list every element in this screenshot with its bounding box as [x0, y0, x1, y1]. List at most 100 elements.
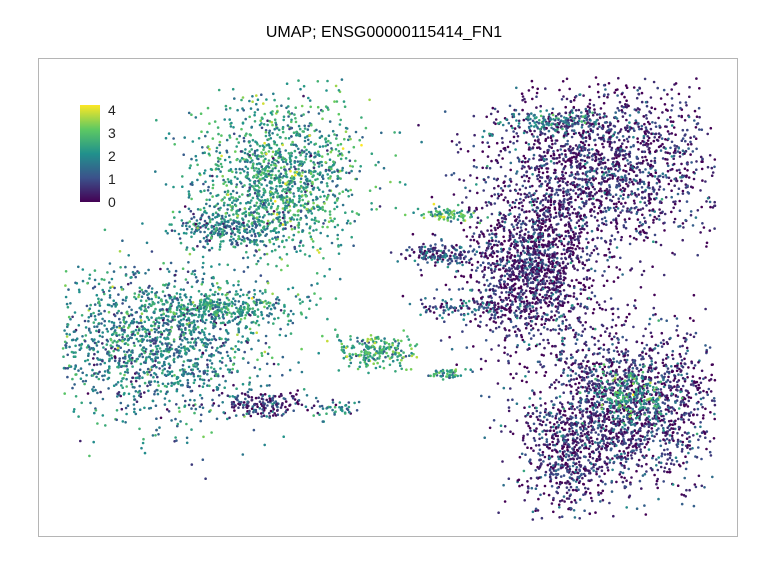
- scatter-point: [345, 407, 349, 411]
- scatter-point: [228, 118, 231, 121]
- scatter-point: [203, 310, 206, 313]
- scatter-point: [216, 233, 220, 237]
- scatter-point: [648, 213, 652, 217]
- scatter-point: [175, 389, 179, 393]
- scatter-point: [302, 388, 306, 391]
- scatter-point: [358, 342, 361, 345]
- scatter-point: [205, 211, 208, 215]
- scatter-point: [73, 408, 76, 411]
- scatter-point: [352, 145, 356, 149]
- scatter-point: [147, 318, 151, 322]
- scatter-point: [67, 315, 71, 319]
- chart-title: UMAP; ENSG00000115414_FN1: [265, 24, 503, 41]
- scatter-point: [290, 135, 293, 138]
- scatter-point: [326, 234, 329, 238]
- scatter-point: [181, 307, 185, 311]
- scatter-point: [275, 238, 278, 241]
- scatter-point: [226, 354, 230, 358]
- scatter-point: [504, 174, 507, 178]
- scatter-point: [201, 277, 205, 281]
- scatter-point: [139, 321, 143, 325]
- scatter-point: [398, 361, 402, 365]
- scatter-point: [268, 397, 272, 400]
- scatter-point: [163, 384, 167, 388]
- scatter-point: [253, 293, 257, 296]
- scatter-point: [265, 398, 268, 402]
- scatter-point: [262, 145, 266, 149]
- scatter-point: [256, 405, 259, 409]
- scatter-point: [202, 261, 205, 265]
- scatter-point: [203, 189, 206, 192]
- scatter-point: [400, 358, 403, 362]
- scatter-point: [215, 417, 219, 421]
- scatter-point: [190, 231, 193, 234]
- scatter-point: [186, 308, 189, 311]
- scatter-point: [154, 356, 158, 359]
- scatter-point: [217, 223, 220, 227]
- scatter-point: [253, 191, 257, 195]
- scatter-point: [218, 359, 222, 363]
- scatter-point: [433, 213, 437, 216]
- scatter-point: [181, 224, 184, 227]
- scatter-point: [237, 315, 240, 319]
- scatter-point: [206, 373, 209, 376]
- scatter-point: [309, 105, 313, 109]
- scatter-point: [204, 134, 207, 138]
- scatter-point: [351, 353, 355, 356]
- scatter-point: [286, 323, 290, 326]
- scatter-point: [432, 311, 436, 314]
- scatter-point: [179, 343, 183, 346]
- scatter-point: [564, 171, 568, 175]
- scatter-point: [134, 297, 138, 301]
- scatter-point: [168, 306, 172, 310]
- scatter-point: [531, 173, 534, 176]
- scatter-point: [328, 267, 332, 271]
- scatter-point: [215, 163, 219, 167]
- scatter-point: [265, 184, 269, 187]
- scatter-point: [658, 185, 662, 188]
- scatter-point: [204, 226, 208, 229]
- scatter-point: [194, 341, 198, 345]
- scatter-point: [112, 384, 116, 388]
- scatter-point: [640, 91, 644, 95]
- scatter-point: [269, 111, 273, 114]
- scatter-point: [262, 226, 265, 229]
- scatter-point: [196, 325, 200, 329]
- scatter-point: [185, 232, 188, 235]
- scatter-point: [229, 359, 232, 363]
- scatter-point: [267, 131, 271, 135]
- scatter-point: [161, 307, 164, 311]
- scatter-point: [265, 415, 268, 418]
- scatter-point: [276, 413, 280, 417]
- scatter-point: [214, 305, 217, 309]
- scatter-point: [541, 204, 545, 207]
- scatter-point: [255, 298, 259, 302]
- scatter-point: [297, 230, 300, 234]
- scatter-point: [275, 264, 278, 268]
- scatter-point: [166, 232, 169, 235]
- scatter-point: [310, 207, 314, 210]
- scatter-point: [110, 304, 114, 308]
- scatter-point: [126, 343, 130, 347]
- scatter-point: [228, 357, 232, 360]
- scatter-point: [328, 177, 332, 180]
- scatter-point: [205, 224, 208, 227]
- scatter-point: [323, 274, 326, 278]
- scatter-point: [264, 290, 267, 294]
- scatter-point: [391, 353, 394, 356]
- scatter-point: [311, 198, 315, 202]
- scatter-point: [380, 131, 383, 135]
- scatter-point: [219, 367, 222, 370]
- scatter-point: [584, 191, 588, 195]
- scatter-point: [232, 297, 235, 300]
- scatter-point: [296, 293, 300, 296]
- scatter-point: [680, 162, 683, 166]
- scatter-point: [269, 399, 272, 403]
- scatter-point: [108, 357, 111, 361]
- scatter-point: [115, 383, 118, 386]
- scatter-point: [234, 299, 237, 303]
- scatter-point: [180, 328, 183, 331]
- scatter-point: [550, 139, 554, 142]
- scatter-point: [209, 377, 213, 381]
- scatter-point: [66, 353, 69, 357]
